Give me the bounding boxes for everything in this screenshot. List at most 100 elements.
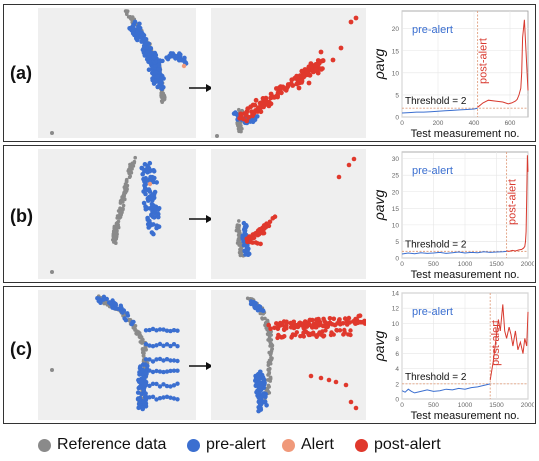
pre-alert-point <box>123 318 129 323</box>
pre-alert-point <box>147 176 153 182</box>
post-alert-point <box>320 66 325 71</box>
pre-alert-point <box>137 21 142 27</box>
post-alert-point <box>346 332 351 337</box>
y-tick-label: 8 <box>395 336 399 343</box>
y-axis-label: ρavg <box>372 189 387 221</box>
y-tick-label: 0 <box>395 115 399 122</box>
post-alert-point <box>261 230 267 236</box>
pre-alert-point <box>141 176 146 182</box>
post-alert-point <box>310 332 316 337</box>
post-alert-point <box>348 328 353 333</box>
pre-alert-point <box>141 375 147 381</box>
pre-alert-point <box>147 357 152 362</box>
post-alert-point <box>330 331 335 337</box>
pre-alert-point <box>154 397 159 402</box>
pre-alert-point <box>150 369 156 375</box>
pre-alert-point <box>125 311 130 316</box>
reference-point <box>238 128 243 132</box>
post-alert-point <box>279 322 285 327</box>
pre-alert-point <box>150 326 156 332</box>
pre-alert-point <box>157 369 163 374</box>
post-alert-label: post-alert <box>507 179 519 225</box>
reference-point <box>50 368 54 372</box>
post-alert-point <box>295 323 300 329</box>
pre-alert-point <box>254 306 259 311</box>
post-alert-point <box>250 240 255 245</box>
post-alert-point <box>258 241 263 247</box>
y-tick-label: 12 <box>392 306 400 313</box>
post-alert-point <box>306 80 312 86</box>
scatter-plot <box>245 296 366 414</box>
reference-point <box>235 225 239 230</box>
pre-alert-point <box>161 395 166 400</box>
test-scatter-panel <box>211 290 366 420</box>
reference-point <box>115 220 120 225</box>
pre-alert-point <box>140 32 146 37</box>
reference-point <box>127 318 131 322</box>
pre-alert-point <box>161 382 166 387</box>
pre-alert-point <box>107 300 113 305</box>
post-alert-point <box>259 104 265 109</box>
pre-alert-point <box>164 357 170 362</box>
legend-dot <box>355 438 368 452</box>
legend-label: pre-alert <box>206 436 266 453</box>
reference-point <box>124 179 129 184</box>
reference-point <box>269 356 273 360</box>
pre-alert-point <box>258 387 264 393</box>
post-alert-point <box>323 323 329 329</box>
pre-alert-point <box>152 175 157 181</box>
pre-alert-point <box>148 46 154 51</box>
post-alert-point <box>294 330 299 335</box>
pre-alert-point <box>161 85 166 90</box>
x-tick-label: 500 <box>428 402 439 409</box>
pre-alert-point <box>157 341 163 347</box>
y-tick-label: 10 <box>392 70 400 77</box>
pre-alert-point <box>175 381 180 386</box>
pre-alert-point <box>98 300 103 305</box>
post-alert-point <box>266 99 272 105</box>
pre-alert-point <box>135 29 140 35</box>
reference-point <box>142 351 146 356</box>
pre-alert-point <box>164 369 170 374</box>
post-alert-point <box>259 100 265 106</box>
post-alert-point <box>251 235 257 241</box>
pre-alert-point <box>153 70 158 75</box>
post-alert-point <box>285 82 291 87</box>
pre-alert-point <box>147 169 152 174</box>
pre-alert-point <box>164 394 170 399</box>
post-alert-point <box>256 232 262 237</box>
pre-alert-point <box>159 76 164 82</box>
reference-scatter-panel <box>38 149 196 279</box>
pre-alert-point <box>147 221 153 227</box>
post-alert-point <box>334 327 339 333</box>
post-alert-point <box>289 77 295 83</box>
reference-point <box>133 328 137 332</box>
pre-alert-point <box>161 343 166 348</box>
post-alert-point <box>313 324 319 330</box>
pre-alert-point <box>182 55 187 60</box>
pre-alert-point <box>156 66 161 72</box>
scatter-plot <box>215 15 359 138</box>
pre-alert-point <box>161 369 166 375</box>
reference-point <box>267 335 272 339</box>
post-alert-point <box>281 327 287 332</box>
pre-alert-point <box>258 405 263 411</box>
post-alert-point <box>272 214 278 219</box>
post-alert-point <box>245 239 250 245</box>
test-scatter-panel <box>211 149 366 279</box>
y-tick-label: 10 <box>392 222 400 229</box>
reference-scatter-panel <box>38 290 196 420</box>
post-alert-point <box>303 320 308 325</box>
pre-alert-point <box>137 384 143 390</box>
pre-alert-point <box>139 165 144 171</box>
pre-alert-point <box>175 344 180 349</box>
reference-point <box>237 219 241 223</box>
x-tick-label: 600 <box>505 120 516 127</box>
y-tick-label: 2 <box>395 381 399 388</box>
y-axis-label: ρavg <box>372 48 387 80</box>
pre-alert-point <box>154 357 159 362</box>
pre-alert-point <box>147 327 152 333</box>
pre-alert-point <box>261 392 267 398</box>
post-alert-point <box>323 328 328 333</box>
post-alert-point <box>280 334 286 340</box>
